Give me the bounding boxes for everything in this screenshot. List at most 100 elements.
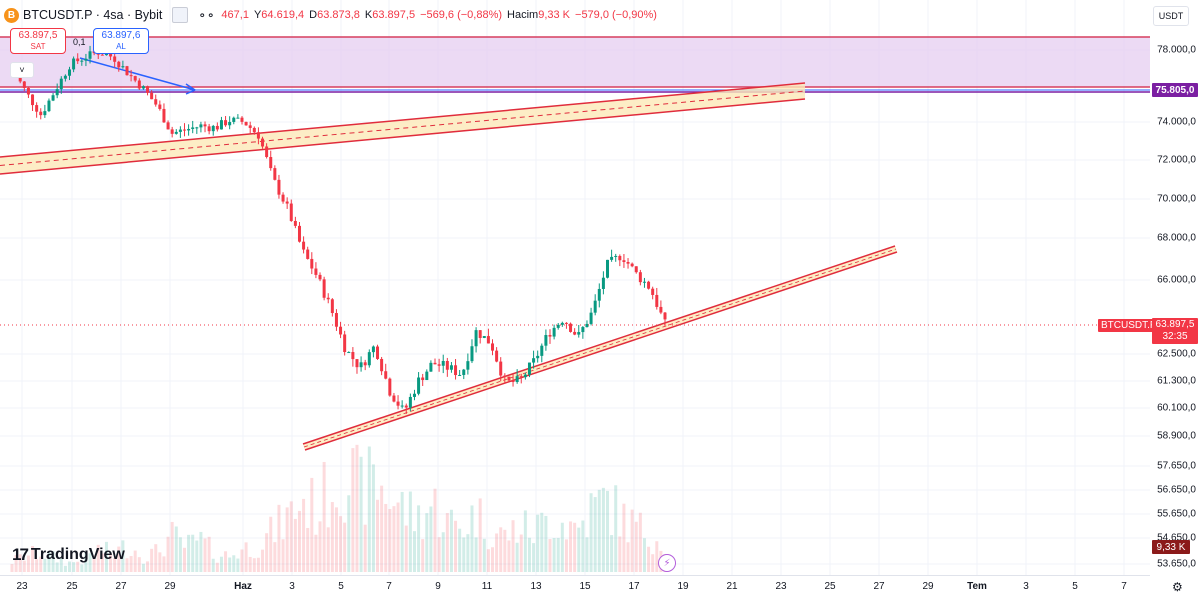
candle-body	[589, 312, 593, 324]
volume-bar	[203, 538, 207, 572]
candle-body	[445, 360, 449, 370]
candle-body	[614, 255, 618, 257]
candle-body	[388, 378, 392, 396]
candle-body	[593, 300, 597, 313]
candle-body	[392, 395, 396, 402]
candle-body	[429, 362, 433, 372]
volume-bar	[199, 531, 203, 572]
currency-selector[interactable]: USDT	[1153, 6, 1189, 26]
candle-body	[527, 362, 531, 375]
symbol-title[interactable]: BTCUSDT.P · 4sa · Bybit	[23, 8, 163, 22]
candle-body	[585, 323, 589, 328]
candle-body	[655, 294, 659, 307]
price-tick-label: 58.900,0	[1157, 430, 1196, 442]
candle-body	[285, 201, 289, 204]
volume-bar	[129, 556, 133, 572]
time-tick-label: Tem	[967, 581, 987, 592]
time-axis[interactable]: 23 25 27 29 Haz 3 5 7 9 11 13 15 17 19 21 23 25 27 29 Tem 3 5…	[0, 575, 1150, 601]
candle-body	[187, 128, 191, 131]
buy-button[interactable]: 63.897,6 AL	[93, 28, 149, 54]
upper-trend-channel[interactable]	[0, 82, 806, 175]
resistance-zone[interactable]	[0, 36, 1150, 93]
sell-button[interactable]: 63.897,5 SAT	[10, 28, 66, 54]
time-tick-label: 29	[164, 581, 176, 592]
volume-bar	[351, 448, 355, 572]
candle-body	[322, 279, 326, 298]
time-tick-label: 13	[530, 581, 542, 592]
volume-bar	[466, 534, 470, 572]
collapse-chevron-icon[interactable]: ˅	[10, 62, 34, 78]
volume-bar	[523, 510, 527, 572]
volume-bar	[330, 502, 334, 572]
volume-bar	[478, 498, 482, 572]
candle-body	[100, 54, 104, 56]
chart-area[interactable]	[0, 0, 1150, 575]
volume-bar	[166, 536, 170, 572]
volume-bar	[503, 529, 507, 572]
toggle-icon[interactable]	[172, 7, 189, 23]
volume-bar	[158, 552, 162, 572]
volume-bar	[343, 522, 347, 572]
candle-body	[581, 327, 585, 333]
volume-bar	[655, 541, 659, 572]
volume-bar	[380, 485, 384, 572]
candlestick-chart[interactable]	[0, 0, 1150, 575]
volume-bar	[47, 551, 51, 572]
candle-body	[162, 108, 166, 123]
tradingview-logo[interactable]: 17 TradingView	[12, 545, 125, 565]
settings-icon[interactable]: ⚙	[1172, 580, 1183, 594]
volume-bar	[154, 544, 158, 572]
candle-body	[343, 334, 347, 353]
volume-bar	[532, 543, 536, 572]
lower-trend-channel[interactable]	[302, 245, 898, 451]
more-dots-icon[interactable]: ∘∘	[198, 8, 216, 22]
candle-body	[228, 121, 232, 126]
candle-body	[659, 306, 663, 313]
volume-bar	[634, 521, 638, 572]
price-tick-label: 53.650,0	[1157, 558, 1196, 570]
volume-bar	[548, 539, 552, 572]
candle-body	[544, 335, 548, 346]
volume-bar	[26, 555, 30, 572]
candle-body	[121, 66, 125, 68]
volume-bar	[421, 539, 425, 572]
time-tick-label: 5	[1072, 581, 1078, 592]
volume-bar	[601, 487, 605, 572]
candle-body	[347, 352, 351, 354]
volume-bar	[499, 527, 503, 572]
candle-body	[207, 126, 211, 132]
candle-body	[154, 99, 158, 105]
candle-body	[330, 299, 334, 314]
candle-body	[630, 263, 634, 267]
volume-bar	[491, 547, 495, 572]
volume-bar	[392, 506, 396, 572]
bolt-icon[interactable]: ⚡	[658, 554, 676, 572]
candle-body	[289, 203, 293, 221]
candle-body	[560, 322, 564, 325]
candle-body	[478, 330, 482, 338]
candle-body	[150, 92, 154, 100]
volume-bar	[425, 513, 429, 572]
candle-body	[396, 401, 400, 406]
volume-bar	[470, 505, 474, 572]
price-tick-label: 61.300,0	[1157, 375, 1196, 387]
time-tick-label: 29	[922, 581, 934, 592]
candle-body	[35, 105, 39, 112]
candle-body	[141, 86, 145, 89]
time-tick-label: 25	[66, 581, 78, 592]
volume-label: Hacim	[507, 9, 539, 21]
candle-body	[178, 129, 182, 132]
candle-body	[351, 352, 355, 360]
candle-body	[412, 393, 416, 397]
projection-arrow[interactable]	[79, 57, 197, 95]
candle-body	[482, 336, 486, 338]
volume-bar	[109, 553, 113, 572]
candle-body	[499, 361, 503, 376]
volume-bar	[581, 520, 585, 572]
candle-body	[618, 255, 622, 261]
volume-bar	[191, 534, 195, 572]
candle-body	[363, 362, 367, 366]
volume-bar	[610, 535, 614, 572]
candle-body	[109, 53, 113, 57]
price-tick-label: 70.000,0	[1157, 193, 1196, 205]
